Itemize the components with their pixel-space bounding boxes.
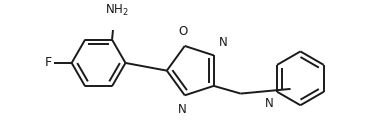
Text: O: O xyxy=(178,25,187,38)
Text: N: N xyxy=(218,36,227,49)
Text: NH$_2$: NH$_2$ xyxy=(105,2,129,18)
Text: N: N xyxy=(178,103,186,116)
Text: N: N xyxy=(264,97,273,110)
Text: F: F xyxy=(45,56,52,69)
